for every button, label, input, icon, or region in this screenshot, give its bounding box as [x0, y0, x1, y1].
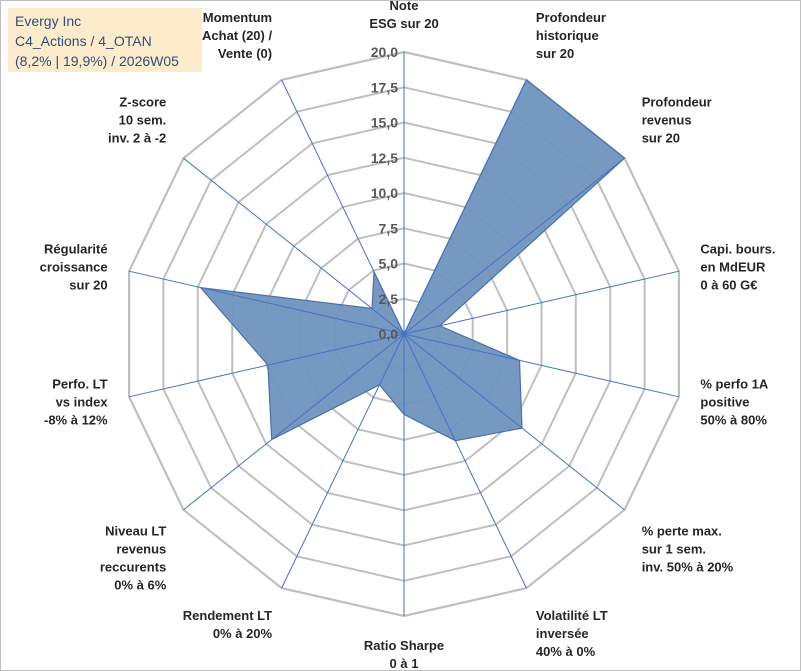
tick-label: 20,0 — [371, 44, 398, 60]
category-label: Perfo. LT vs index -8% à 12% — [44, 377, 108, 428]
tick-label: 7,5 — [379, 220, 399, 236]
axis-spoke-12 — [128, 270, 405, 335]
axis-spoke-2 — [403, 79, 527, 335]
axis-spoke-4 — [403, 270, 680, 335]
axis-spoke-11 — [128, 333, 405, 398]
axis-spoke-13 — [183, 157, 405, 335]
category-label: Profondeur revenus sur 20 — [642, 95, 712, 146]
tick-label: 2,5 — [379, 291, 399, 307]
category-label: Note ESG sur 20 — [369, 0, 438, 31]
category-label: Niveau LT revenus reccurents 0% à 6% — [100, 524, 167, 593]
axis-spoke-7 — [403, 333, 527, 589]
chart-title-box: Evergy Inc C4_Actions / 4_OTAN (8,2% | 1… — [8, 8, 202, 72]
tick-label: 17,5 — [371, 79, 398, 95]
category-label: Capi. bours. en MdEUR 0 à 60 G€ — [700, 241, 775, 292]
category-label: Volatilité LT inversée 40% à 0% — [536, 608, 608, 659]
category-label: Régularité croissance sur 20 — [40, 241, 108, 292]
data-series-area — [199, 78, 626, 442]
tick-label: 0,0 — [379, 326, 399, 342]
category-label: % perte max. sur 1 sem. inv. 50% à 20% — [642, 524, 734, 575]
category-label: Z-score 10 sem. inv. 2 à -2 — [108, 95, 166, 146]
category-line: C4_Actions / 4_OTAN — [15, 33, 152, 49]
tick-label: 15,0 — [371, 115, 398, 131]
axis-spoke-14 — [281, 79, 405, 335]
category-label: % perfo 1A positive 50% à 80% — [700, 377, 769, 428]
axis-spoke-3 — [403, 157, 625, 335]
axis-spoke-10 — [183, 333, 405, 511]
axis-spoke-9 — [281, 333, 405, 589]
category-label: Rendement LT 0% à 20% — [183, 608, 273, 641]
axis-spoke-6 — [403, 333, 625, 511]
company-name: Evergy Inc — [15, 13, 82, 29]
axis-spoke-5 — [403, 333, 680, 398]
category-label: Profondeur historique sur 20 — [536, 10, 606, 61]
tick-label: 5,0 — [379, 256, 399, 272]
stats-line: (8,2% | 19,9%) / 2026W05 — [15, 53, 179, 69]
tick-label: 12,5 — [371, 150, 398, 166]
tick-label: 10,0 — [371, 185, 398, 201]
category-label: Ratio Sharpe 0 à 1 — [364, 638, 444, 671]
category-label: Momentum Achat (20) / Vente (0) — [202, 10, 272, 61]
